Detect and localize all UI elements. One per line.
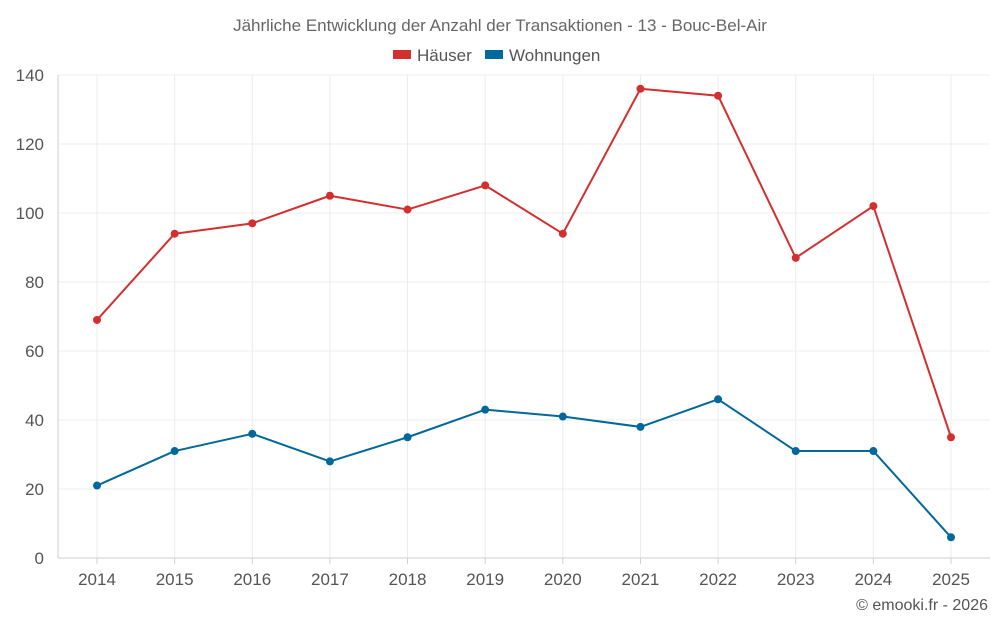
x-tick-label: 2015 [156,570,194,589]
series-line-apartments [96,398,952,538]
x-tick-label: 2014 [78,570,116,589]
y-tick-label: 40 [25,411,44,430]
x-tick-label: 2019 [466,570,504,589]
data-point-houses[interactable] [248,219,257,228]
legend-item-houses[interactable]: Häuser [393,46,472,65]
data-point-houses[interactable] [93,315,101,324]
x-tick-label: 2016 [233,570,271,589]
chart-title: Jährliche Entwicklung der Anzahl der Tra… [233,16,767,35]
data-point-houses[interactable] [791,253,800,262]
x-tick-label: 2024 [854,570,892,589]
series [93,84,955,542]
data-point-houses[interactable] [403,205,412,214]
x-tick-label: 2023 [777,570,815,589]
y-tick-label: 80 [25,273,44,292]
data-point-apartments[interactable] [636,422,645,431]
x-tick-label: 2022 [699,570,737,589]
data-point-houses[interactable] [325,191,334,200]
data-point-houses[interactable] [170,229,179,238]
data-point-houses[interactable] [947,433,955,442]
data-point-houses[interactable] [869,202,878,211]
x-tick-label: 2025 [932,570,970,589]
legend: Häuser Wohnungen [393,46,600,65]
x-tick-label: 2020 [544,570,582,589]
y-tick-label: 20 [25,480,44,499]
data-point-houses[interactable] [714,91,723,100]
credit-text: © emooki.fr - 2026 [856,597,988,614]
x-tick-label: 2021 [622,570,660,589]
y-tick-label: 60 [25,342,44,361]
data-point-apartments[interactable] [248,429,257,438]
data-point-apartments[interactable] [481,405,490,414]
grid [58,74,990,558]
data-point-houses[interactable] [636,84,645,93]
legend-item-apartments[interactable]: Wohnungen [485,46,600,65]
y-tick-label: 0 [35,549,44,568]
data-point-apartments[interactable] [403,433,412,442]
data-point-apartments[interactable] [947,533,955,542]
legend-label-apartments: Wohnungen [509,46,600,65]
data-point-houses[interactable] [481,181,490,190]
legend-swatch-apartments [485,50,503,59]
y-tick-label: 120 [16,135,44,154]
data-point-apartments[interactable] [791,447,800,456]
data-point-apartments[interactable] [558,412,567,421]
data-point-apartments[interactable] [714,395,723,404]
legend-swatch-houses [393,50,411,59]
data-point-apartments[interactable] [869,447,878,456]
data-point-houses[interactable] [558,229,567,238]
data-point-apartments[interactable] [325,457,334,466]
x-tick-label: 2017 [311,570,349,589]
series-line-houses [96,87,952,438]
y-tick-label: 100 [16,204,44,223]
legend-label-houses: Häuser [417,46,472,65]
axes: 0 20 40 60 80 100 120 140 2014 2015 2016 2017 2018 20… [16,66,990,589]
data-point-apartments[interactable] [170,447,179,456]
y-tick-label: 140 [16,66,44,85]
x-tick-label: 2018 [389,570,427,589]
data-point-apartments[interactable] [93,481,101,490]
